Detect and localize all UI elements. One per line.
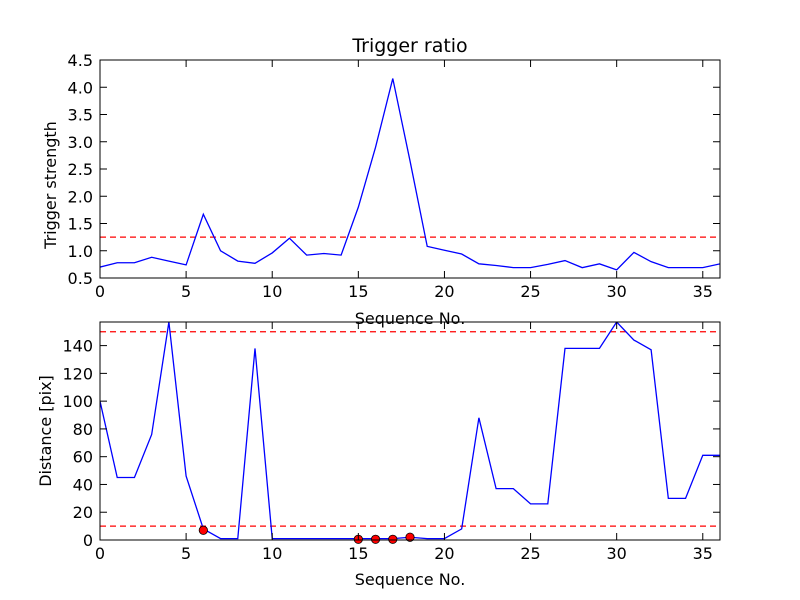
x-axis-label: Sequence No. <box>355 570 466 589</box>
y-tick-label: 100 <box>62 392 93 411</box>
x-tick-label: 15 <box>348 544 368 563</box>
x-tick-label: 5 <box>181 282 191 301</box>
axes-frame <box>99 321 721 541</box>
distance-panel: Distance [pix] Sequence No. 0 5 10 15 20 25 30… <box>36 321 721 589</box>
y-tick-label: 1.5 <box>68 215 93 234</box>
x-tick-label: 35 <box>693 282 713 301</box>
x-tick-label: 15 <box>348 282 368 301</box>
y-tick-label: 0 <box>83 531 93 550</box>
y-tick-label: 3.5 <box>68 106 93 125</box>
y-tick-label: 20 <box>73 503 93 522</box>
x-tick-label: 30 <box>606 282 626 301</box>
chart-title: Trigger ratio <box>351 35 467 57</box>
y-axis-label: Distance [pix] <box>36 375 55 487</box>
series-line <box>100 78 720 271</box>
y-tick-label: 0.5 <box>68 269 93 288</box>
x-axis-label: Sequence No. <box>355 309 466 328</box>
y-tick-label: 80 <box>73 420 93 439</box>
y-tick-label: 1.0 <box>68 242 93 261</box>
x-tick-label: 0 <box>95 544 105 563</box>
y-tick-label: 140 <box>62 337 93 356</box>
y-tick-label: 2.5 <box>68 160 93 179</box>
x-tick-label: 25 <box>520 282 540 301</box>
y-tick-label: 120 <box>62 364 93 383</box>
y-tick-label: 4.0 <box>68 78 93 97</box>
y-axis-label: Trigger strength <box>41 121 60 250</box>
data-point-marker <box>198 525 208 535</box>
y-tick-label: 60 <box>73 448 93 467</box>
x-tick-label: 20 <box>434 282 454 301</box>
x-tick-label: 35 <box>693 544 713 563</box>
data-point-marker <box>388 534 398 544</box>
data-point-marker <box>405 532 415 542</box>
data-point-marker <box>370 534 381 544</box>
x-tick-label: 20 <box>434 544 454 563</box>
x-tick-label: 10 <box>262 544 282 563</box>
y-tick-label: 40 <box>73 475 93 494</box>
x-tick-label: 5 <box>181 544 191 563</box>
x-tick-label: 10 <box>262 282 282 301</box>
x-tick-label: 30 <box>606 544 626 563</box>
trigger-ratio-panel: Trigger ratio Trigger strength Sequence … <box>41 35 721 328</box>
y-tick-label: 2.0 <box>68 187 93 206</box>
x-tick-label: 25 <box>520 544 540 563</box>
x-tick-label: 0 <box>95 282 105 301</box>
y-tick-label: 3.0 <box>68 133 93 152</box>
y-tick-label: 4.5 <box>68 51 93 70</box>
